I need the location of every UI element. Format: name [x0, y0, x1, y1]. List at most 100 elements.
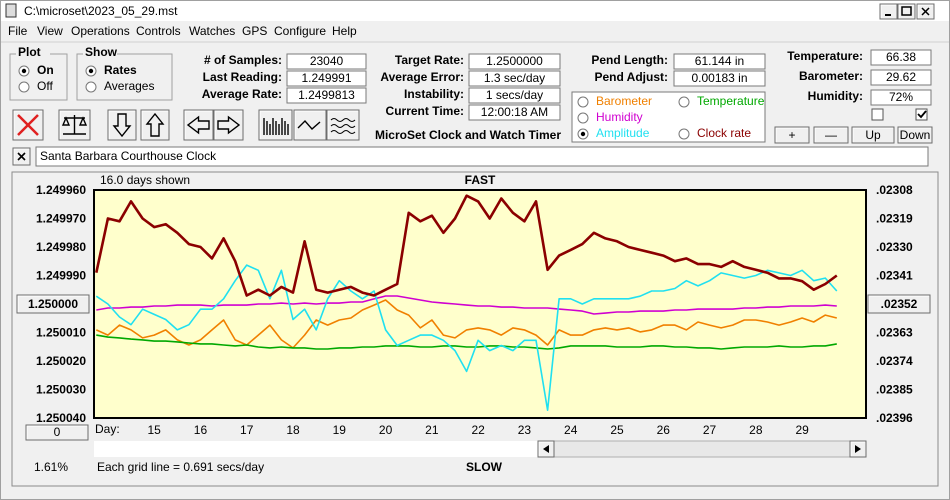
y2-tick-label: .02330	[876, 240, 913, 254]
x-tick-label: 16	[194, 423, 208, 437]
y2-tick-label: .02374	[876, 354, 913, 368]
env-button[interactable]	[897, 126, 933, 144]
radio-label[interactable]: On	[37, 63, 54, 77]
legend-radio[interactable]	[577, 96, 589, 108]
y2-tick-label[interactable]: .02352	[881, 297, 918, 311]
y-tick-label: 1.249980	[36, 240, 86, 254]
close-glyph	[921, 7, 930, 16]
field-value: 72%	[889, 90, 913, 104]
y-tick-label: 1.249990	[36, 269, 86, 283]
legend-radio[interactable]	[678, 96, 690, 108]
field-value: 1 secs/day	[486, 88, 543, 102]
clear-button-bevel	[13, 148, 29, 164]
x-tick-label: 21	[425, 423, 439, 437]
legend-label[interactable]: Amplitude	[596, 126, 650, 140]
field-value: 1.3 sec/day	[484, 71, 545, 85]
y-tick-label[interactable]: 1.250000	[28, 297, 78, 311]
legend-label[interactable]: Temperature	[697, 94, 765, 108]
offset-button-label[interactable]: 0	[54, 425, 61, 439]
y-tick-label: 1.250020	[36, 354, 86, 368]
clear-glyph	[17, 152, 26, 161]
field-label: Average Rate:	[202, 87, 282, 101]
window-title: C:\microset\2023_05_29.mst	[24, 4, 178, 18]
env-button[interactable]	[851, 126, 895, 144]
toolbar-icon	[17, 114, 39, 136]
minimize-button[interactable]	[879, 3, 898, 20]
value-field	[468, 87, 561, 104]
value-field	[286, 87, 367, 104]
field-value: 12:00:18 AM	[481, 105, 548, 119]
toolbar-button-bevel	[184, 110, 212, 139]
env-button[interactable]	[774, 126, 810, 144]
radio-label[interactable]: Rates	[104, 63, 137, 77]
radio-button[interactable]	[18, 81, 30, 93]
checkbox[interactable]	[871, 108, 884, 121]
menu-item[interactable]: Controls	[136, 24, 181, 38]
legend-label[interactable]: Humidity	[596, 110, 643, 124]
center-rate-button[interactable]	[16, 294, 90, 314]
env-button-label[interactable]: Up	[865, 128, 881, 142]
value-field	[870, 89, 932, 106]
field-label: Pend Adjust:	[594, 70, 668, 84]
field-value: 1.2500000	[486, 54, 543, 68]
env-button-label[interactable]: —	[825, 128, 837, 142]
toolbar-icon	[297, 119, 321, 130]
y2-tick-label: .02363	[876, 326, 913, 340]
scrollbar-track[interactable]	[537, 440, 867, 458]
y2-tick-label: .02341	[876, 269, 913, 283]
checkbox[interactable]	[915, 108, 928, 121]
toolbar-icon	[112, 113, 132, 138]
menu-item[interactable]: Configure	[274, 24, 326, 38]
menu-item[interactable]: Operations	[71, 24, 130, 38]
env-button-label[interactable]: Down	[900, 128, 931, 142]
field-value: 61.144 in	[695, 54, 744, 68]
field-value: 29.62	[886, 70, 916, 84]
center-rate-button-bevel	[17, 295, 88, 312]
value-field	[870, 69, 932, 86]
legend-label[interactable]: Clock rate	[697, 126, 751, 140]
offset-button[interactable]	[25, 424, 89, 441]
menu-item[interactable]: View	[37, 24, 63, 38]
series-line	[95, 299, 837, 349]
menu-item[interactable]: GPS	[242, 24, 267, 38]
legend-label[interactable]: Barometer	[596, 94, 652, 108]
clock-name-field	[35, 146, 929, 167]
legend-radio[interactable]	[577, 112, 589, 124]
x-tick-label: 17	[240, 423, 254, 437]
env-button-label[interactable]: +	[788, 128, 795, 142]
app-name: MicroSet Clock and Watch Timer	[375, 128, 561, 142]
radio-label[interactable]: Averages	[104, 79, 154, 93]
maximize-button-bevel	[898, 4, 914, 18]
radio-button[interactable]	[85, 81, 97, 93]
menu-item[interactable]: File	[8, 24, 28, 38]
group-label: Plot	[18, 45, 41, 59]
y2-tick-label: .02396	[876, 411, 913, 425]
env-button[interactable]	[813, 126, 849, 144]
value-field	[870, 49, 932, 66]
toolbar-button-bevel	[59, 110, 89, 139]
radio-label[interactable]: Off	[37, 79, 53, 93]
field-label: Last Reading:	[203, 70, 282, 84]
center-amplitude-button[interactable]	[867, 294, 931, 314]
toolbar-button-bevel	[214, 110, 242, 139]
close-button-bevel	[917, 4, 933, 18]
menu-item[interactable]: Watches	[189, 24, 235, 38]
value-field	[468, 70, 561, 87]
bottom-label: SLOW	[466, 460, 503, 474]
legend-radio[interactable]	[678, 128, 690, 140]
group-box	[76, 53, 173, 101]
field-label: Current Time:	[386, 104, 464, 118]
toolbar-icon	[61, 115, 88, 135]
toolbar-button-bevel	[294, 110, 325, 139]
field-value: 66.38	[886, 50, 916, 64]
toolbar-button[interactable]	[293, 109, 327, 141]
toolbar-button-bevel	[108, 110, 135, 139]
x-tick-label: 19	[333, 423, 347, 437]
field-label: Humidity:	[808, 89, 863, 103]
legend-radio-dot	[580, 131, 586, 137]
menu-item[interactable]: Help	[332, 24, 357, 38]
toolbar-button-bevel	[259, 110, 291, 139]
group-label-bg	[83, 47, 117, 60]
toolbar-button-bevel	[141, 110, 168, 139]
series-line	[96, 334, 837, 350]
